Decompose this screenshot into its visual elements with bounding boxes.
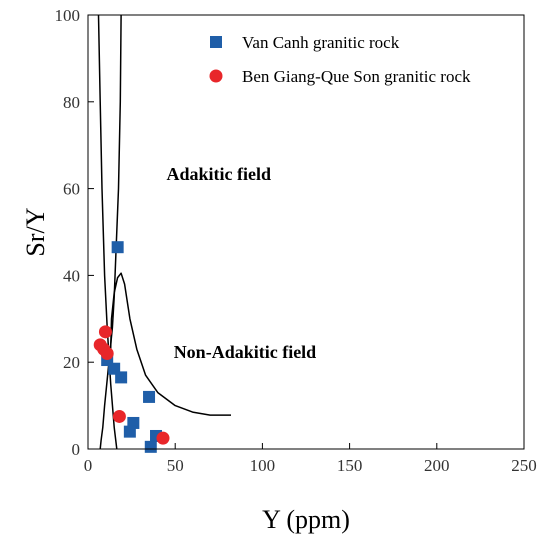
field-annotation: Non-Adakitic field	[174, 342, 317, 362]
van-canh-point	[123, 425, 136, 438]
x-axis-label: Y (ppm)	[262, 505, 350, 534]
ben-giang-que-son-point	[98, 325, 112, 339]
y-axis-label: Sr/Y	[21, 207, 50, 256]
x-tick-label: 250	[511, 456, 537, 475]
axis-ticks: 0 50 100 150 200 250 0 20 40 60 80 100	[55, 6, 537, 475]
ben-giang-que-son-point	[100, 347, 114, 361]
x-tick-label: 100	[250, 456, 276, 475]
van-canh-point	[115, 371, 128, 384]
plot-frame	[87, 14, 525, 450]
y-tick-label: 80	[63, 93, 80, 112]
y-tick-label: 60	[63, 180, 80, 199]
legend-marker-circle	[209, 69, 223, 83]
legend: Van Canh granitic rock Ben Giang-Que Son …	[209, 33, 471, 86]
y-tick-label: 0	[72, 440, 81, 459]
van-canh-point	[143, 390, 156, 403]
field-boundaries	[97, 14, 231, 450]
legend-label: Van Canh granitic rock	[242, 33, 400, 52]
van-canh-point	[144, 440, 157, 453]
data-points	[93, 241, 170, 453]
y-tick-label: 40	[63, 266, 80, 285]
boundary-curve-3	[109, 272, 231, 416]
y-tick-label: 20	[63, 353, 80, 372]
legend-label: Ben Giang-Que Son granitic rock	[242, 67, 471, 86]
van-canh-point	[111, 241, 124, 254]
x-tick-label: 50	[167, 456, 184, 475]
x-tick-label: 200	[424, 456, 450, 475]
x-tick-label: 0	[84, 456, 93, 475]
van-canh-point	[127, 416, 140, 429]
y-tick-label: 100	[55, 6, 81, 25]
field-annotation: Adakitic field	[167, 164, 272, 184]
x-tick-label: 150	[337, 456, 363, 475]
ben-giang-que-son-point	[112, 409, 126, 423]
boundary-curve-1	[97, 14, 118, 450]
annotations: Adakitic field Non-Adakitic field	[167, 164, 317, 362]
legend-marker-square	[210, 36, 222, 48]
ben-giang-que-son-point	[156, 431, 170, 445]
